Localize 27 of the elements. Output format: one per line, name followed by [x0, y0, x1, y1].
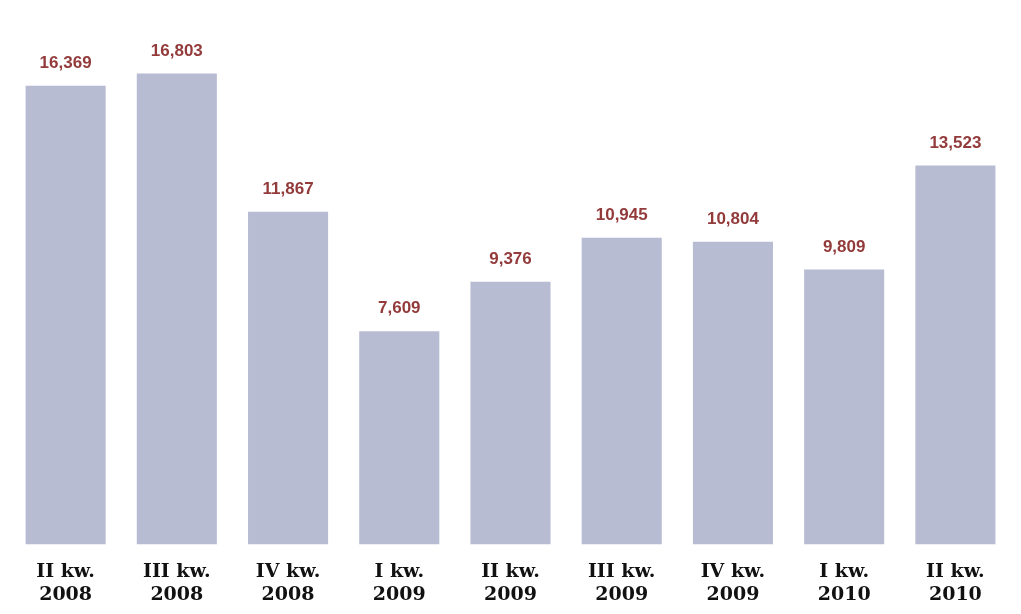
- x-tick-label: II kw. 2010: [926, 558, 985, 604]
- x-tick-label: IV kw. 2009: [700, 558, 766, 604]
- x-tick-label: III kw. 2009: [587, 558, 656, 604]
- bar: [915, 165, 996, 545]
- bar: [248, 211, 329, 545]
- x-tick-label: I kw. 2009: [372, 558, 426, 604]
- bar: [804, 269, 885, 545]
- bar: [136, 73, 217, 545]
- bar: [692, 241, 773, 545]
- bar: [25, 85, 106, 545]
- x-tick-label: I kw. 2010: [817, 558, 871, 604]
- bar: [470, 281, 551, 545]
- bar: [359, 331, 440, 545]
- data-label: 10,804: [706, 208, 760, 228]
- data-label: 16,803: [150, 40, 203, 60]
- x-tick-label: III kw. 2008: [143, 558, 211, 604]
- x-tick-label: II kw. 2009: [481, 558, 540, 604]
- data-label: 11,867: [262, 179, 314, 199]
- data-label: 9,376: [489, 248, 532, 268]
- data-label: 10,945: [595, 204, 648, 224]
- x-tick-label: IV kw. 2008: [255, 558, 321, 604]
- data-label: 16,369: [39, 52, 92, 72]
- bar: [581, 237, 662, 545]
- data-label: 13,523: [929, 132, 982, 152]
- x-tick-label: II kw. 2008: [36, 558, 95, 604]
- data-label: 9,809: [822, 236, 866, 256]
- data-label: 7,609: [378, 298, 421, 318]
